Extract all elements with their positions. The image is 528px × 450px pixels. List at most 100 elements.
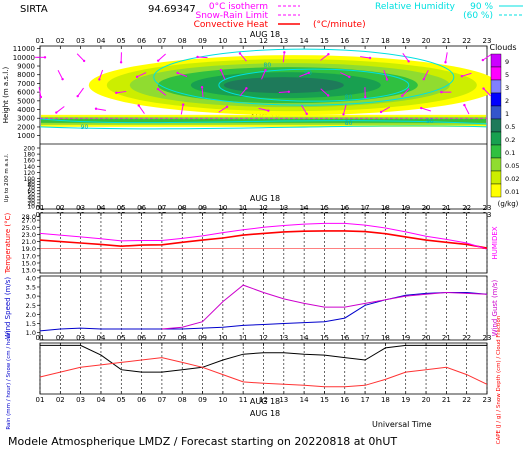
rain-panel: Rain (mm / hour) / Snow (cm / hour) CAPE …: [6, 315, 502, 444]
wind-arrow-head: [196, 55, 199, 59]
x-tick-label: 02: [56, 396, 65, 404]
wind-arrow-head: [305, 112, 308, 116]
x-tick-label: 13: [279, 204, 288, 212]
colorbar-tick: 3: [505, 84, 509, 92]
wind-arrow: [483, 88, 491, 97]
y-tick-label: 160: [24, 158, 36, 165]
x-tick-label: 01: [36, 334, 45, 342]
x-tick-label: 09: [198, 396, 207, 404]
footer-title: Modele Atmospherique LMDZ / Forecast sta…: [8, 435, 397, 448]
x-tick-label: 13: [279, 396, 288, 404]
x-tick-label: 19: [401, 204, 410, 212]
legend-unit: (°C/minute): [313, 20, 366, 30]
y-tick-label: 9000: [17, 63, 35, 71]
y-tick-label: 120: [24, 170, 36, 177]
x-tick-label: 11: [239, 396, 248, 404]
x-tick-label: 19: [401, 396, 410, 404]
x-tick-label: 06: [137, 396, 146, 404]
wind-arrow-head: [181, 103, 185, 106]
wind-arrow-head: [401, 94, 404, 97]
wind-arrow: [463, 104, 470, 115]
x-tick-label: 13: [279, 37, 288, 45]
colorbar-swatch: [490, 105, 502, 120]
wind-arrow-head: [115, 91, 118, 95]
y-tick-label: 21.0: [22, 238, 36, 246]
colorbar-tick: 1: [505, 110, 509, 118]
wind-arrow: [301, 104, 308, 115]
contour-label: 80: [264, 62, 272, 69]
x-tick-label: 08: [178, 396, 187, 404]
wind-arrow: [380, 106, 391, 113]
y-tick-label: 3.0: [26, 293, 36, 301]
wind-arrow-head: [379, 110, 383, 114]
wind-arrow: [157, 53, 166, 62]
wind-arrow: [401, 88, 410, 97]
x-tick-label: 20: [422, 204, 431, 212]
y-tick-label: 30: [27, 197, 35, 204]
wind-arrow: [423, 70, 429, 80]
wind-arrow: [278, 91, 289, 93]
colorbar-swatch: [490, 170, 502, 185]
contour-label: 80: [345, 94, 353, 101]
colorbar-tick: 0.5: [505, 123, 515, 131]
x-tick-label: 17: [361, 37, 370, 45]
x-tick-label: 10: [218, 37, 227, 45]
wind-arrow-head: [385, 78, 389, 81]
wind-panel: 1.01.52.02.53.0 3.54.0 Wind Speed (m/s) Win…: [4, 274, 499, 341]
wind-arrow: [157, 88, 167, 96]
y-tick-label: 60: [27, 188, 35, 195]
x-tick-label: 01: [36, 37, 45, 45]
y-tick-label: 4000: [17, 106, 35, 114]
wind-arrow-head: [200, 85, 204, 89]
wind-arrow: [95, 108, 106, 111]
wind-arrow: [136, 72, 147, 78]
x-tick-label: 04: [96, 37, 105, 45]
y-tick-label: 100: [24, 176, 36, 183]
x-tick-label: 09: [198, 204, 207, 212]
x-tick-label: 21: [442, 334, 451, 342]
wind-arrow-head: [348, 75, 351, 79]
wind-arrow: [57, 70, 64, 80]
wind-arrow-head: [94, 107, 98, 110]
wind-arrow: [138, 105, 145, 114]
wind-arrow-head: [176, 71, 179, 75]
date-label: AUG 18: [250, 409, 280, 418]
x-tick-label: 11: [239, 204, 248, 212]
x-tick-label: 21: [442, 396, 451, 404]
cloud-contour: [223, 77, 344, 94]
x-tick-label: 02: [56, 37, 65, 45]
y-tick-label: 10000: [13, 54, 35, 62]
wind-arrow-head: [422, 77, 425, 81]
wind-arrow-head: [219, 68, 223, 72]
legend-label: 0°C isotherm: [209, 2, 268, 12]
x-tick-label: 17: [361, 334, 370, 342]
y-tick-label: 2000: [17, 123, 35, 131]
y-axis-label: Up to 200 m a.s.l.: [4, 153, 10, 202]
colorbar-tick: 9: [505, 58, 509, 66]
colorbar-swatch: [490, 92, 502, 107]
colorbar-tick: 0.05: [505, 162, 519, 170]
x-tick-label: 10: [218, 334, 227, 342]
date-label: AUG 18: [250, 30, 280, 39]
rh-contour: [39, 118, 488, 125]
y-axis-label: Temperature (°C): [4, 213, 12, 275]
wind-arrow: [482, 54, 492, 61]
x-tick-label: 17: [361, 204, 370, 212]
x-tick-label: 02: [56, 204, 65, 212]
legend-right: Relative Humidity 90 %(60 %): [375, 2, 523, 21]
x-tick-label: 23: [483, 396, 492, 404]
x-tick-label: 13: [279, 334, 288, 342]
colorbar-title: Clouds: [489, 43, 516, 52]
x-tick-label: 23: [483, 334, 492, 342]
x-tick-label: 22: [462, 37, 471, 45]
x-tick-label: 07: [157, 204, 166, 212]
wind-arrow-head: [327, 53, 330, 56]
x-tick-label: 09: [198, 37, 207, 45]
wind-arrow-head: [135, 75, 139, 79]
wind-arrow-head: [55, 111, 58, 114]
wind-arrow-head: [98, 78, 101, 81]
colorbar-swatch: [490, 118, 502, 133]
wind-arrow: [239, 53, 247, 62]
wind-arrow-head: [368, 56, 372, 60]
y-axis-label: Height (m a.s.l.): [2, 67, 10, 124]
